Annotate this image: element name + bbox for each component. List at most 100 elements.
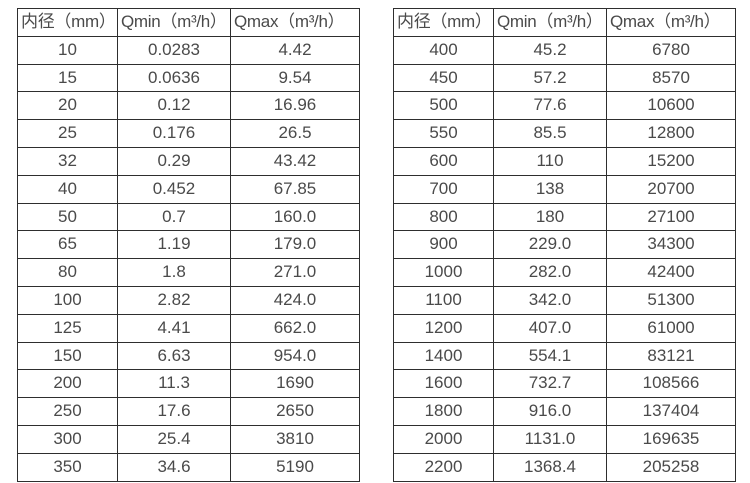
table-row: 500 77.6 10600 bbox=[393, 91, 736, 121]
table-cell: 8570 bbox=[606, 63, 736, 93]
table-cell: 0.12 bbox=[117, 91, 231, 121]
table-cell: 15 bbox=[17, 63, 118, 93]
table-cell: 67.85 bbox=[230, 174, 360, 204]
table-cell: 1.8 bbox=[117, 258, 231, 287]
table-cell: 1100 bbox=[393, 285, 494, 315]
table-row: 2000 1131.0 169635 bbox=[393, 424, 736, 454]
table-row: 800 180 27100 bbox=[393, 202, 736, 232]
table-cell: 900 bbox=[393, 230, 494, 260]
table-cell: 26.5 bbox=[230, 119, 360, 148]
flow-range-table-right: 内径（mm） Qmin（m³/h） Qmax（m³/h） 400 45.2 6780 450… bbox=[393, 8, 736, 482]
table-cell: 15200 bbox=[606, 146, 736, 176]
table-cell: 17.6 bbox=[117, 397, 231, 426]
table-cell: 400 bbox=[393, 35, 494, 65]
table-cell: 85.5 bbox=[493, 119, 607, 148]
table-cell: 700 bbox=[393, 174, 494, 204]
table-cell: 300 bbox=[17, 424, 118, 454]
table-cell: 6.63 bbox=[117, 341, 231, 371]
table-cell: 51300 bbox=[606, 285, 736, 315]
table-row: 100 2.82 424.0 bbox=[17, 285, 360, 315]
column-header: Qmin（m³/h） bbox=[117, 8, 231, 37]
table-cell: 916.0 bbox=[493, 397, 607, 426]
table-cell: 57.2 bbox=[493, 63, 607, 93]
column-header: Qmin（m³/h） bbox=[493, 8, 607, 37]
table-row: 350 34.6 5190 bbox=[17, 452, 360, 482]
table-row: 32 0.29 43.42 bbox=[17, 146, 360, 176]
table-cell: 20 bbox=[17, 91, 118, 121]
table-cell: 800 bbox=[393, 202, 494, 232]
table-cell: 10600 bbox=[606, 91, 736, 121]
table-row: 50 0.7 160.0 bbox=[17, 202, 360, 232]
table-cell: 954.0 bbox=[230, 341, 360, 371]
table-cell: 110 bbox=[493, 146, 607, 176]
table-cell: 450 bbox=[393, 63, 494, 93]
table-cell: 1.19 bbox=[117, 230, 231, 260]
table-cell: 424.0 bbox=[230, 285, 360, 315]
table-cell: 205258 bbox=[606, 452, 736, 482]
table-row: 900 229.0 34300 bbox=[393, 230, 736, 260]
table-cell: 50 bbox=[17, 202, 118, 232]
table-cell: 100 bbox=[17, 285, 118, 315]
table-cell: 25 bbox=[17, 119, 118, 148]
table-cell: 500 bbox=[393, 91, 494, 121]
table-cell: 6780 bbox=[606, 35, 736, 65]
table-row: 1200 407.0 61000 bbox=[393, 313, 736, 343]
table-cell: 1600 bbox=[393, 369, 494, 399]
table-cell: 150 bbox=[17, 341, 118, 371]
table-cell: 4.41 bbox=[117, 313, 231, 343]
table-cell: 137404 bbox=[606, 397, 736, 426]
table-cell: 125 bbox=[17, 313, 118, 343]
table-cell: 350 bbox=[17, 452, 118, 482]
table-cell: 0.0636 bbox=[117, 63, 231, 93]
table-cell: 2.82 bbox=[117, 285, 231, 315]
table-row: 700 138 20700 bbox=[393, 174, 736, 204]
table-cell: 169635 bbox=[606, 424, 736, 454]
table-cell: 34300 bbox=[606, 230, 736, 260]
table-row: 65 1.19 179.0 bbox=[17, 230, 360, 260]
table-cell: 0.7 bbox=[117, 202, 231, 232]
table-row: 10 0.0283 4.42 bbox=[17, 35, 360, 65]
table-cell: 10 bbox=[17, 35, 118, 65]
table-cell: 2200 bbox=[393, 452, 494, 482]
table-row: 600 110 15200 bbox=[393, 146, 736, 176]
table-cell: 45.2 bbox=[493, 35, 607, 65]
table-cell: 407.0 bbox=[493, 313, 607, 343]
table-cell: 0.452 bbox=[117, 174, 231, 204]
table-cell: 65 bbox=[17, 230, 118, 260]
table-cell: 40 bbox=[17, 174, 118, 204]
table-row: 1600 732.7 108566 bbox=[393, 369, 736, 399]
column-header: Qmax（m³/h） bbox=[606, 8, 736, 37]
table-cell: 1690 bbox=[230, 369, 360, 399]
table-row: 1800 916.0 137404 bbox=[393, 397, 736, 426]
table-cell: 80 bbox=[17, 258, 118, 287]
table-cell: 0.176 bbox=[117, 119, 231, 148]
table-row: 400 45.2 6780 bbox=[393, 35, 736, 65]
table-cell: 600 bbox=[393, 146, 494, 176]
table-cell: 11.3 bbox=[117, 369, 231, 399]
table-cell: 342.0 bbox=[493, 285, 607, 315]
flow-range-table-left: 内径（mm） Qmin（m³/h） Qmax（m³/h） 10 0.0283 4.42 15… bbox=[17, 8, 360, 482]
table-cell: 200 bbox=[17, 369, 118, 399]
table-row: 40 0.452 67.85 bbox=[17, 174, 360, 204]
table-cell: 554.1 bbox=[493, 341, 607, 371]
header-row: 内径（mm） Qmin（m³/h） Qmax（m³/h） bbox=[393, 8, 736, 37]
table-row: 125 4.41 662.0 bbox=[17, 313, 360, 343]
table-cell: 550 bbox=[393, 119, 494, 148]
table-row: 25 0.176 26.5 bbox=[17, 119, 360, 148]
table-cell: 42400 bbox=[606, 258, 736, 287]
table-cell: 271.0 bbox=[230, 258, 360, 287]
table-cell: 160.0 bbox=[230, 202, 360, 232]
table-cell: 662.0 bbox=[230, 313, 360, 343]
table-row: 1400 554.1 83121 bbox=[393, 341, 736, 371]
table-cell: 1800 bbox=[393, 397, 494, 426]
table-cell: 0.0283 bbox=[117, 35, 231, 65]
table-cell: 77.6 bbox=[493, 91, 607, 121]
table-cell: 180 bbox=[493, 202, 607, 232]
table-cell: 61000 bbox=[606, 313, 736, 343]
table-cell: 2650 bbox=[230, 397, 360, 426]
table-cell: 43.42 bbox=[230, 146, 360, 176]
table-cell: 282.0 bbox=[493, 258, 607, 287]
table-cell: 179.0 bbox=[230, 230, 360, 260]
table-row: 550 85.5 12800 bbox=[393, 119, 736, 148]
